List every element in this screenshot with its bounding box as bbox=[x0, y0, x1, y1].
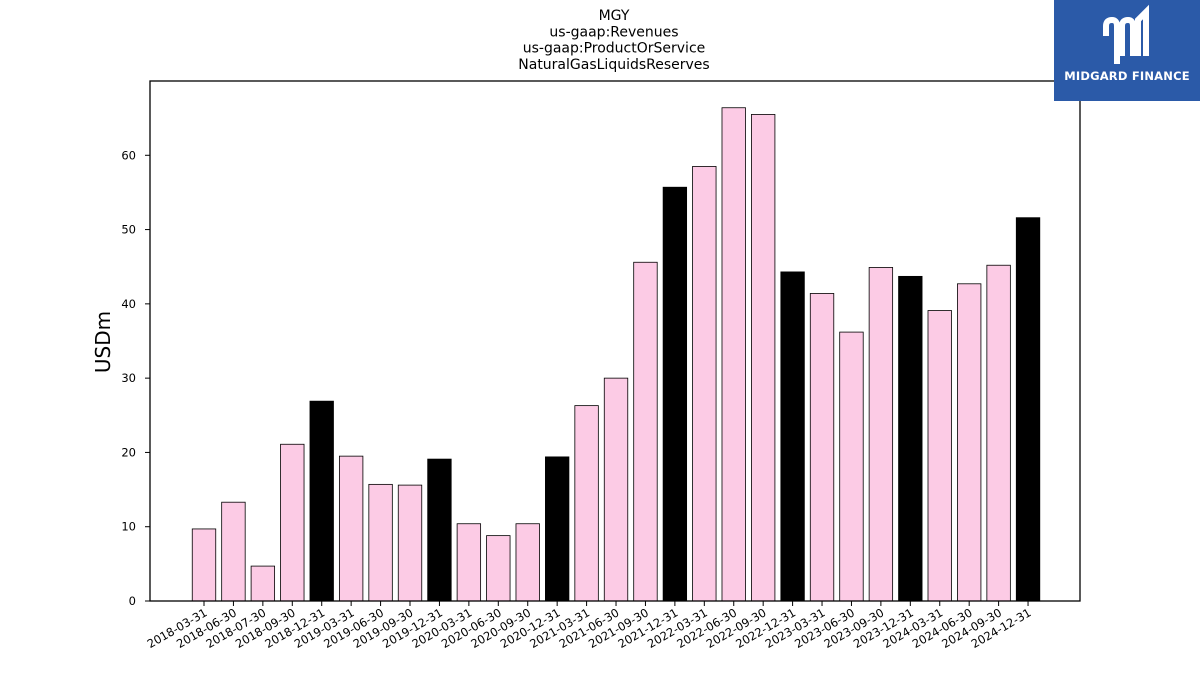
title-line: NaturalGasLiquidsReserves bbox=[518, 57, 709, 73]
bar-2021-09-30 bbox=[633, 261, 658, 602]
brand-name: MIDGARD FINANCE bbox=[1064, 69, 1190, 83]
bar-2018-09-30 bbox=[280, 443, 305, 602]
bar-2020-06-30 bbox=[486, 535, 511, 602]
bar-2020-12-31 bbox=[545, 456, 570, 602]
bar-2021-06-30 bbox=[603, 377, 629, 602]
bar-2019-12-31 bbox=[427, 458, 452, 602]
chart-title: MGYus-gaap:Revenuesus-gaap:ProductOrServ… bbox=[518, 8, 709, 73]
bar-2020-03-31 bbox=[456, 523, 482, 602]
x-axis: 2018-03-312018-06-302018-07-302018-09-30… bbox=[145, 601, 1034, 651]
plot-area-frame bbox=[149, 80, 1081, 602]
bar-2019-09-30 bbox=[397, 484, 423, 602]
bar-2020-09-30 bbox=[515, 523, 540, 602]
midgard-finance-logo: MIDGARD FINANCE bbox=[1054, 0, 1200, 101]
y-tick-label: 40 bbox=[121, 297, 136, 311]
midgard-logo-icon bbox=[1103, 4, 1149, 64]
bar-2019-06-30 bbox=[368, 483, 393, 602]
title-line: us-gaap:ProductOrService bbox=[523, 41, 706, 57]
bar-2022-06-30 bbox=[721, 107, 746, 602]
bar-2023-12-31 bbox=[898, 275, 923, 602]
bar-2018-06-30 bbox=[221, 501, 246, 602]
bar-2019-03-31 bbox=[338, 455, 364, 602]
bar-2023-03-31 bbox=[809, 293, 835, 602]
bar-2021-03-31 bbox=[574, 405, 599, 602]
bars-group bbox=[191, 107, 1041, 602]
bar-2022-12-31 bbox=[780, 271, 805, 602]
bar-2024-12-31 bbox=[1015, 217, 1041, 602]
bar-2024-09-30 bbox=[986, 264, 1011, 602]
bar-2024-03-31 bbox=[927, 310, 952, 602]
y-axis-label: USDm bbox=[91, 311, 115, 373]
title-line: us-gaap:Revenues bbox=[549, 24, 678, 40]
bar-2022-09-30 bbox=[751, 114, 776, 602]
y-tick-label: 60 bbox=[121, 148, 136, 162]
bar-2023-09-30 bbox=[868, 267, 894, 602]
bar-2018-03-31 bbox=[191, 528, 217, 602]
bar-2023-06-30 bbox=[839, 331, 864, 602]
bar-2018-07-30 bbox=[250, 565, 276, 602]
y-tick-label: 0 bbox=[129, 594, 136, 608]
bar-2021-12-31 bbox=[662, 186, 688, 602]
bar-2022-03-31 bbox=[692, 166, 717, 602]
y-axis: 0 10 20 30 40 50 60 bbox=[121, 148, 150, 608]
y-tick-label: 10 bbox=[121, 520, 136, 534]
bar-2024-06-30 bbox=[957, 283, 982, 602]
y-tick-label: 50 bbox=[121, 223, 136, 237]
y-tick-label: 30 bbox=[121, 371, 136, 385]
title-line: MGY bbox=[599, 8, 630, 24]
y-tick-label: 20 bbox=[121, 445, 136, 459]
bar-2018-12-31 bbox=[309, 400, 334, 602]
